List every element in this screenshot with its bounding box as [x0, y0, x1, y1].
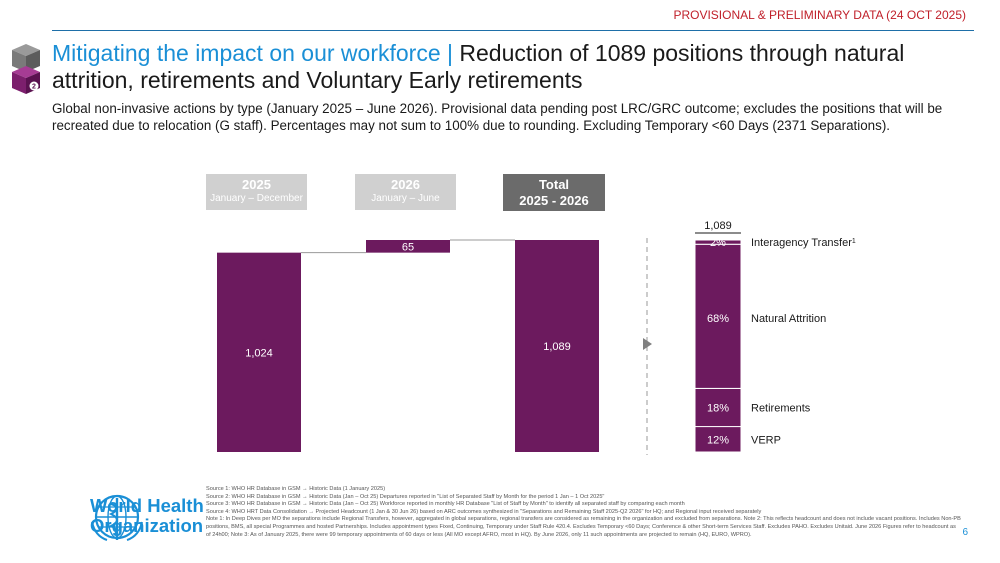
stack-segment	[694, 387, 742, 428]
stack-segment	[694, 239, 742, 245]
source-line: Source 2: WHO HR Database in GSM → Histo…	[206, 493, 605, 500]
who-logo-text: World Health Organization	[90, 496, 204, 536]
source-line: Source 4: WHO HRT Data Consolidation → P…	[206, 508, 762, 515]
period-year: Total	[538, 177, 570, 192]
bar-label-2025: 1,024	[245, 347, 273, 359]
stack-category-label: Natural Attrition	[751, 313, 826, 325]
period-range: January – December	[210, 193, 303, 204]
stack-total-label: 1,089	[704, 220, 732, 232]
stack-percent-label: 12%	[707, 434, 729, 446]
footnote-marker: 1	[852, 238, 856, 245]
source-line: Note 1: In Deep Dives per MO the separat…	[206, 516, 961, 538]
arrow-icon	[643, 338, 652, 350]
source-line: Source 1: WHO HR Database in GSM → Histo…	[206, 486, 386, 492]
period-year: 2026	[391, 177, 420, 192]
bar-label-2026: 65	[402, 241, 414, 253]
period-range: January – June	[371, 193, 440, 204]
stack-segment	[694, 426, 742, 453]
title-lead: Mitigating the impact on our workforce |	[52, 40, 453, 66]
page-subtitle: Global non-invasive actions by type (Jan…	[52, 101, 943, 133]
header-rule	[52, 30, 974, 31]
logo-line2: Organization	[90, 515, 204, 536]
page-number: 6	[962, 527, 968, 538]
stack-segment	[694, 243, 742, 389]
sources-notes: Source 1: WHO HR Database in GSM → Histo…	[206, 486, 961, 539]
stack-category-label: VERP	[751, 434, 781, 446]
period-total: Total 2025 - 2026	[503, 174, 605, 211]
period-2025: 2025 January – December	[206, 174, 307, 210]
bar-total	[515, 240, 599, 452]
stack-percent-label: 18%	[707, 402, 729, 414]
stack-category-label: Interagency Transfer1	[751, 237, 856, 249]
stack-percent-label: 2%	[710, 237, 726, 249]
who-logo-icon	[91, 494, 143, 541]
provisional-banner: PROVISIONAL & PRELIMINARY DATA (24 OCT 2…	[673, 8, 966, 22]
bar-label-total: 1,089	[543, 341, 571, 353]
bar-2025	[217, 252, 301, 452]
source-line: Source 3: WHO HR Database in GSM → Histo…	[206, 501, 685, 508]
period-year: 2025	[242, 177, 271, 192]
bar-2026	[366, 240, 450, 253]
logo-line1: World Health	[90, 495, 204, 516]
svg-text:2: 2	[32, 84, 36, 91]
period-range: 2025 - 2026	[519, 193, 589, 208]
page-title: Mitigating the impact on our workforce |…	[52, 40, 952, 94]
title-rest: Reduction of 1089 positions through natu…	[52, 40, 905, 93]
cube-icon: 2	[12, 44, 40, 94]
period-2026: 2026 January – June	[355, 174, 456, 210]
stack-percent-label: 68%	[707, 313, 729, 325]
stack-category-label: Retirements	[751, 402, 811, 414]
